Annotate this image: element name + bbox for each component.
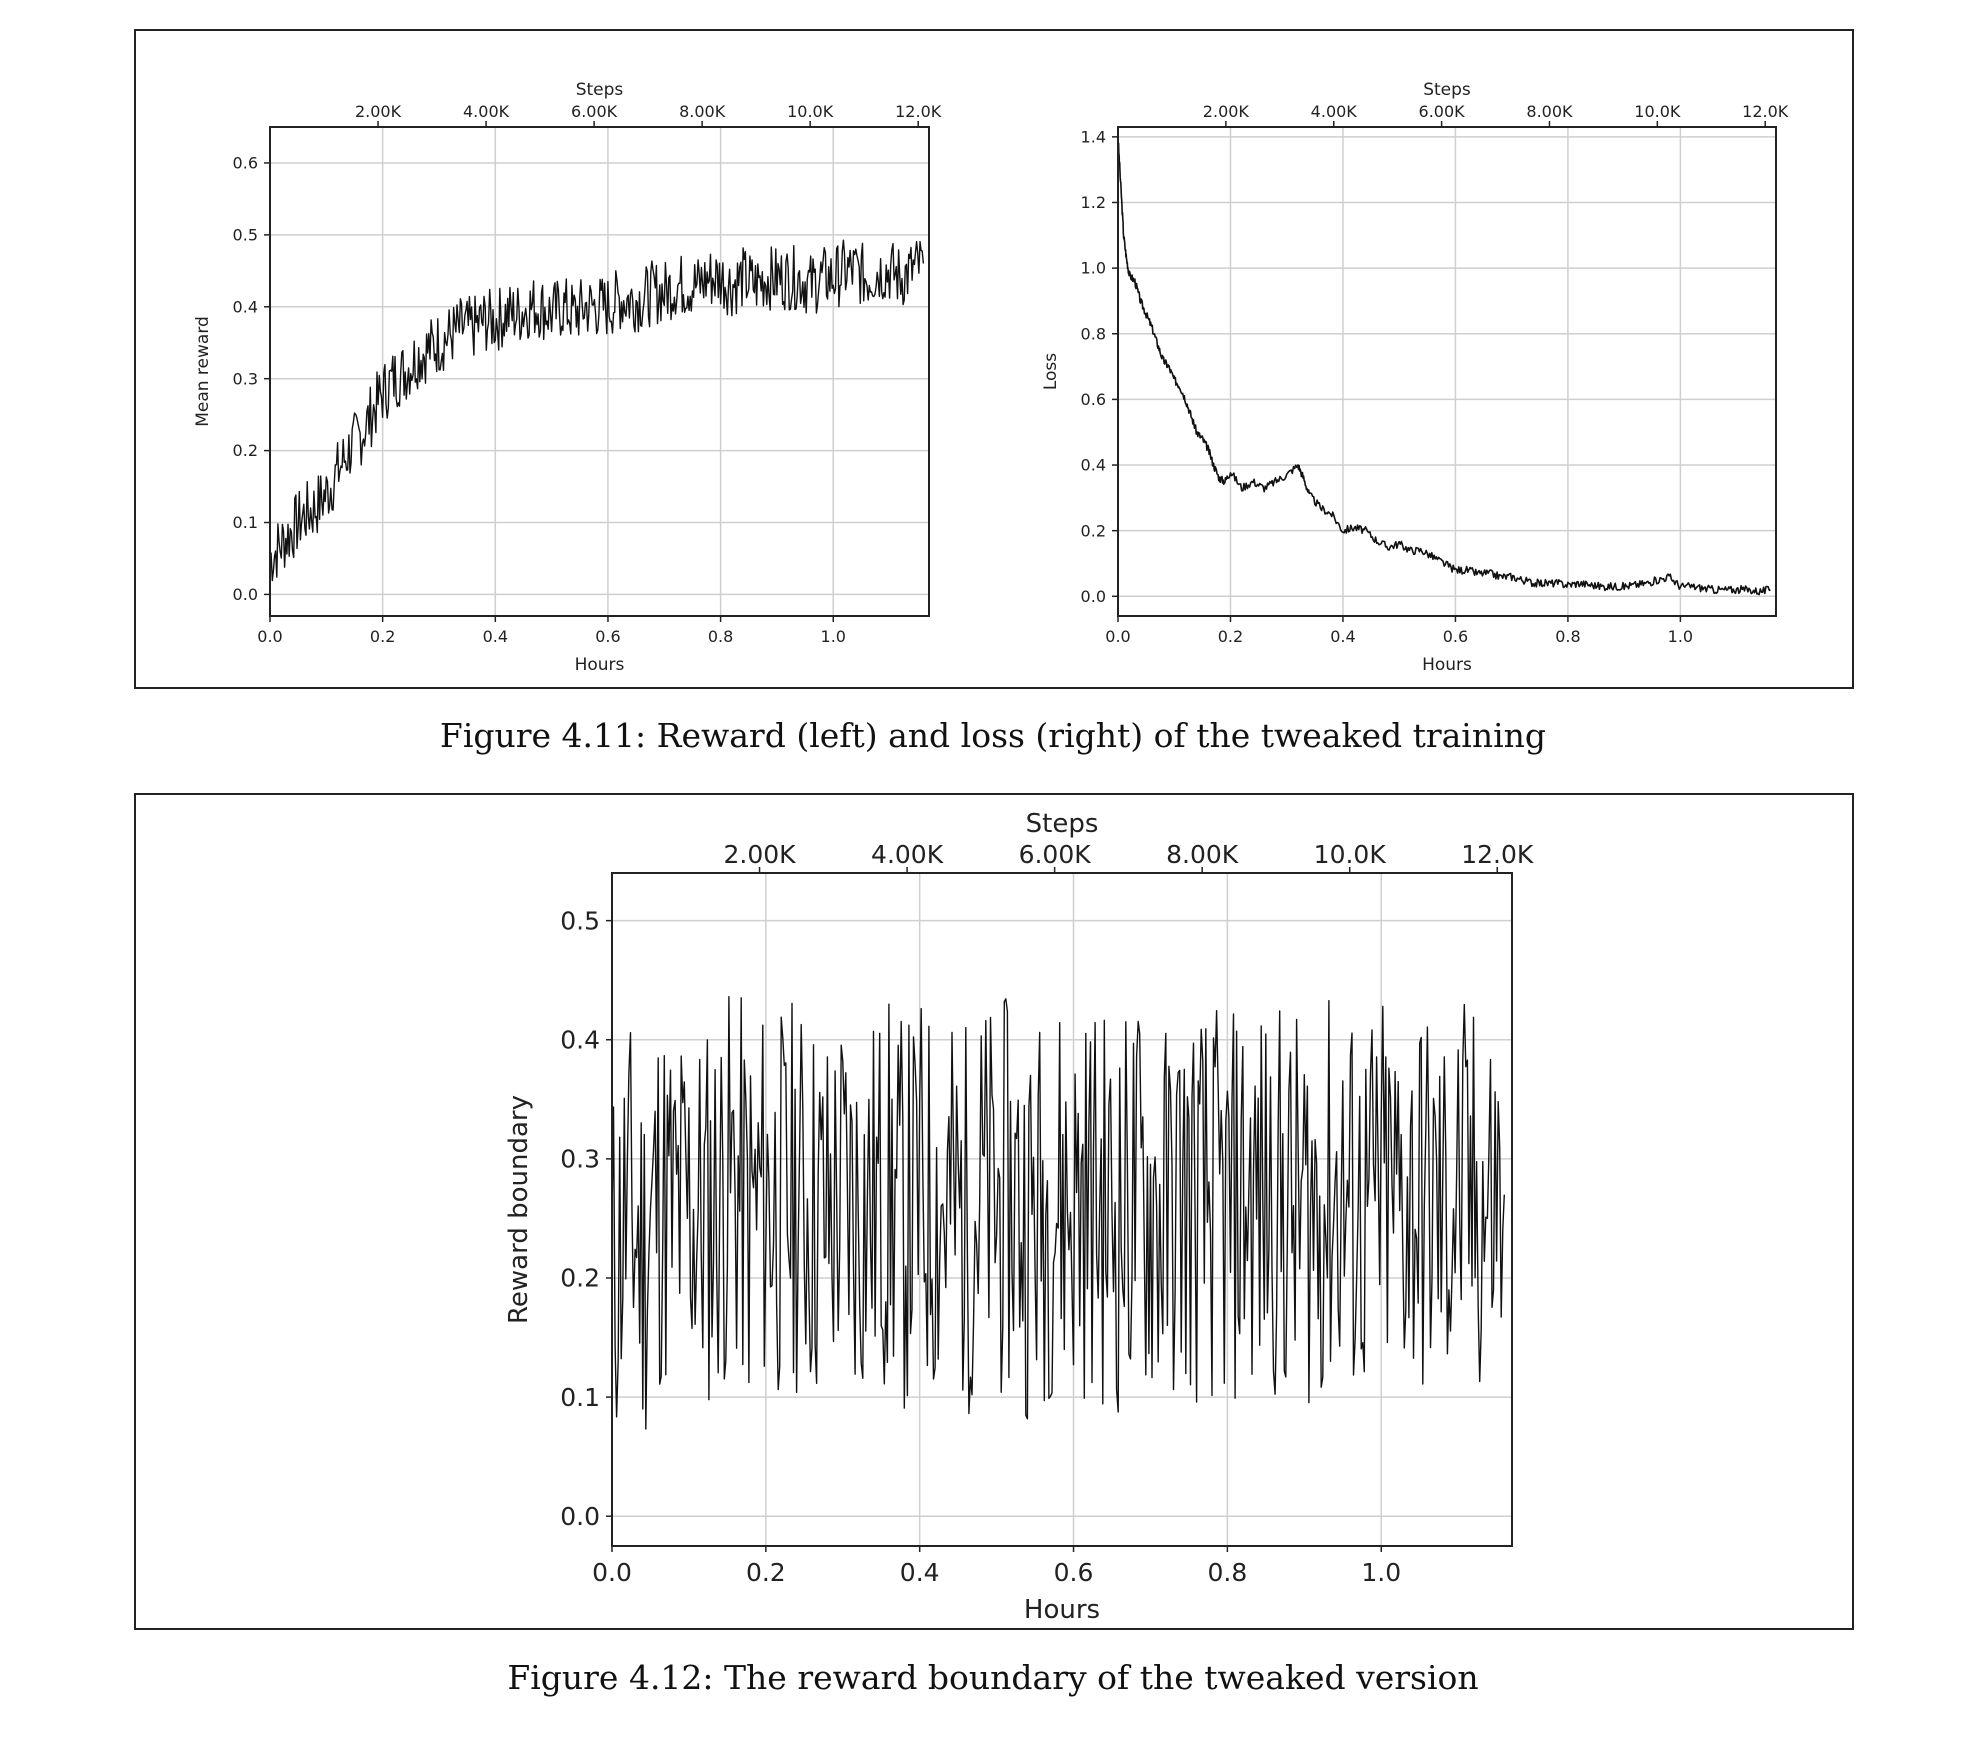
x-tick-label: 0.2 xyxy=(1218,627,1243,646)
x-tick-label: 0.0 xyxy=(592,1558,632,1587)
y-tick-label: 1.2 xyxy=(1081,193,1106,212)
y-tick-label: 0.2 xyxy=(560,1264,600,1293)
series-line xyxy=(269,239,925,582)
top-tick-label: 8.00K xyxy=(1526,102,1573,121)
top-tick-label: 4.00K xyxy=(1311,102,1358,121)
top-tick-label: 6.00K xyxy=(571,102,618,121)
y-tick-label: 0.2 xyxy=(1081,521,1106,540)
top-tick-label: 10.0K xyxy=(787,102,834,121)
y-tick-label: 0.0 xyxy=(560,1502,600,1531)
plot-frame xyxy=(1117,126,1777,617)
y-tick-label: 0.5 xyxy=(233,225,258,244)
x-tick-label: 0.6 xyxy=(1054,1558,1094,1587)
y-tick-label: 0.0 xyxy=(233,585,258,604)
figure-4-12-caption: Figure 4.12: The reward boundary of the … xyxy=(507,1658,1479,1697)
y-tick-label: 0.4 xyxy=(560,1026,600,1055)
top-tick-label: 12.0K xyxy=(1461,840,1534,869)
y-tick-label: 0.0 xyxy=(1081,587,1106,606)
top-axis-label: Steps xyxy=(1026,809,1099,839)
top-tick-label: 2.00K xyxy=(1203,102,1250,121)
x-tick-label: 0.4 xyxy=(1330,627,1355,646)
x-tick-label: 0.8 xyxy=(708,627,733,646)
y-tick-label: 0.2 xyxy=(233,441,258,460)
y-tick-label: 0.4 xyxy=(1081,456,1106,475)
plot-frame xyxy=(611,872,1513,1547)
x-tick-label: 0.6 xyxy=(1443,627,1468,646)
y-tick-label: 1.0 xyxy=(1081,259,1106,278)
top-tick-label: 12.0K xyxy=(895,102,942,121)
top-axis-label: Steps xyxy=(1423,80,1471,100)
y-tick-label: 0.6 xyxy=(233,154,258,173)
y-axis-label: Reward boundary xyxy=(504,1095,534,1324)
top-tick-label: 2.00K xyxy=(355,102,402,121)
x-tick-label: 0.0 xyxy=(257,627,282,646)
x-tick-label: 1.0 xyxy=(1361,1558,1401,1587)
y-tick-label: 0.4 xyxy=(233,297,258,316)
top-tick-label: 8.00K xyxy=(1166,840,1239,869)
series-line xyxy=(611,996,1505,1430)
top-tick-label: 12.0K xyxy=(1742,102,1789,121)
top-tick-label: 6.00K xyxy=(1419,102,1466,121)
y-tick-label: 1.4 xyxy=(1081,127,1106,146)
x-axis-label: Hours xyxy=(575,655,625,675)
y-tick-label: 0.1 xyxy=(560,1383,600,1412)
y-tick-label: 0.6 xyxy=(1081,390,1106,409)
x-tick-label: 1.0 xyxy=(821,627,846,646)
x-tick-label: 0.6 xyxy=(595,627,620,646)
y-tick-label: 0.5 xyxy=(560,906,600,935)
x-tick-label: 0.2 xyxy=(746,1558,786,1587)
top-tick-label: 10.0K xyxy=(1634,102,1681,121)
top-tick-label: 4.00K xyxy=(463,102,510,121)
top-tick-label: 4.00K xyxy=(871,840,944,869)
x-tick-label: 0.0 xyxy=(1105,627,1130,646)
x-axis-label: Hours xyxy=(1024,1595,1100,1625)
x-tick-label: 1.0 xyxy=(1668,627,1693,646)
top-tick-label: 8.00K xyxy=(679,102,726,121)
series-line xyxy=(1117,138,1771,596)
y-tick-label: 0.3 xyxy=(560,1145,600,1174)
x-tick-label: 0.2 xyxy=(370,627,395,646)
y-tick-label: 0.8 xyxy=(1081,324,1106,343)
top-tick-label: 6.00K xyxy=(1019,840,1092,869)
y-axis-label: Loss xyxy=(1041,353,1061,390)
top-tick-label: 2.00K xyxy=(724,840,797,869)
y-tick-label: 0.3 xyxy=(233,369,258,388)
y-tick-label: 0.1 xyxy=(233,513,258,532)
plot-frame xyxy=(269,126,930,617)
x-tick-label: 0.8 xyxy=(1555,627,1580,646)
top-axis-label: Steps xyxy=(576,80,624,100)
x-tick-label: 0.4 xyxy=(900,1558,940,1587)
x-tick-label: 0.8 xyxy=(1208,1558,1248,1587)
x-axis-label: Hours xyxy=(1422,655,1472,675)
figure-4-11-caption: Figure 4.11: Reward (left) and loss (rig… xyxy=(439,716,1547,755)
y-axis-label: Mean reward xyxy=(193,316,213,427)
top-tick-label: 10.0K xyxy=(1314,840,1387,869)
x-tick-label: 0.4 xyxy=(483,627,508,646)
